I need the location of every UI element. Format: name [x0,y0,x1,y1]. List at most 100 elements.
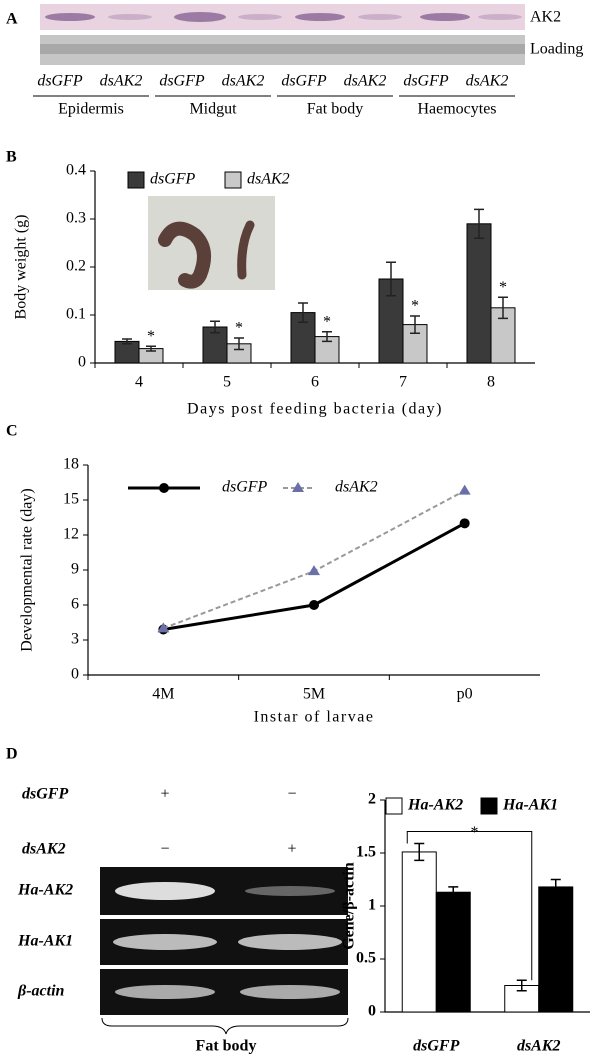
marker [157,622,170,633]
error-bar [448,886,459,899]
significance: * [499,279,507,296]
tissue-label: Haemocytes [417,101,496,118]
larva [158,221,211,289]
x-tick-label: 7 [399,374,407,391]
tissue-label: Fat body [307,101,363,118]
y-tick-label: 9 [71,561,79,578]
x-tick-label: 4 [135,374,143,391]
y-tick-label: 0.1 [66,306,86,323]
bar [538,886,574,1013]
treatment: + [160,786,169,803]
band-label: Loading [530,41,583,58]
x-tick-label: dsAK2 [517,1038,561,1055]
legend-swatch [385,797,403,815]
error-bar [298,302,308,323]
brace [101,1017,349,1035]
bar [401,851,437,1013]
error-bar [498,296,508,320]
y-tick-label: 0.4 [66,162,86,179]
legend-label: dsAK2 [247,171,290,188]
x-tick-label: 6 [311,374,319,391]
significance-bracket [406,830,533,981]
y-tick-label: 0.5 [356,950,376,967]
x-axis-label: Instar of larvae [254,709,375,726]
legend-swatch [480,797,498,815]
y-axis-label: Body weight (g) [13,215,30,320]
significance: * [147,328,155,345]
y-tick-label: 6 [71,596,79,613]
significance: * [323,313,331,330]
error-bar [234,337,244,351]
row-label: dsGFP [22,786,68,803]
x-tick-label: 4M [152,686,174,703]
legend-label: dsGFP [222,479,268,496]
lane-label: dsGFP [37,73,83,90]
panel-label: B [6,149,17,166]
lane-label: dsGFP [159,73,205,90]
error-bar [322,331,332,343]
marker [159,483,169,493]
error-bar [474,208,484,239]
y-tick-label: 1.5 [356,844,376,861]
line [163,522,466,631]
panel-label: A [6,11,18,28]
panel-label: D [6,746,18,763]
error-bar [550,878,561,896]
y-axis-label: Gene/β-actin [341,862,358,950]
marker [309,600,319,610]
legend-swatch [127,171,145,189]
lane-label: dsAK2 [344,73,387,90]
legend-label: dsAK2 [335,479,378,496]
error-bar [410,315,420,334]
legend-swatch [224,171,242,189]
y-tick-label: 2 [368,791,376,808]
treatment: + [287,841,296,858]
x-tick-label: dsGFP [413,1038,459,1055]
legend-label: Ha-AK2 [407,797,463,814]
x-axis-label: Days post feeding bacteria (day) [187,401,443,418]
marker [308,565,320,576]
marker [292,482,304,492]
y-tick-label: 0 [78,354,86,371]
y-tick-label: 12 [63,526,79,543]
band-label: AK2 [530,9,561,26]
treatment: − [160,841,169,858]
error-bar [210,320,220,334]
y-tick-label: 3 [71,631,79,648]
x-tick-label: 5 [223,374,231,391]
y-tick-label: 15 [63,491,79,508]
error-bar [386,261,396,297]
significance: * [235,320,243,337]
x-tick-label: 5M [303,686,325,703]
treatment: − [287,786,296,803]
legend-label: dsGFP [150,171,196,188]
gel [100,867,348,1015]
x-tick-label: p0 [457,686,473,703]
blot-bands [45,12,522,22]
significance: * [471,824,479,841]
tissue-label: Epidermis [58,101,124,118]
y-tick-label: 0.2 [66,258,86,275]
y-tick-label: 0 [71,666,79,683]
error-bar [122,338,132,345]
tissue-label: Fat body [196,1038,257,1055]
x-tick-label: 8 [487,374,495,391]
lane-label: dsAK2 [100,73,143,90]
tissue-label: Midgut [189,101,237,118]
larva [237,220,255,280]
marker [459,518,470,529]
band-label: Ha-AK1 [17,933,73,950]
y-tick-label: 0 [368,1003,376,1020]
error-bar [516,979,527,992]
bar [435,891,471,1013]
lane-label: dsGFP [403,73,449,90]
error-bar [146,345,156,352]
significance: * [411,298,419,315]
loading-band [40,44,525,54]
bar [466,223,492,364]
lane-label: dsAK2 [222,73,265,90]
panel-label: C [6,423,18,440]
marker [458,484,471,495]
row-label: dsAK2 [22,841,66,858]
